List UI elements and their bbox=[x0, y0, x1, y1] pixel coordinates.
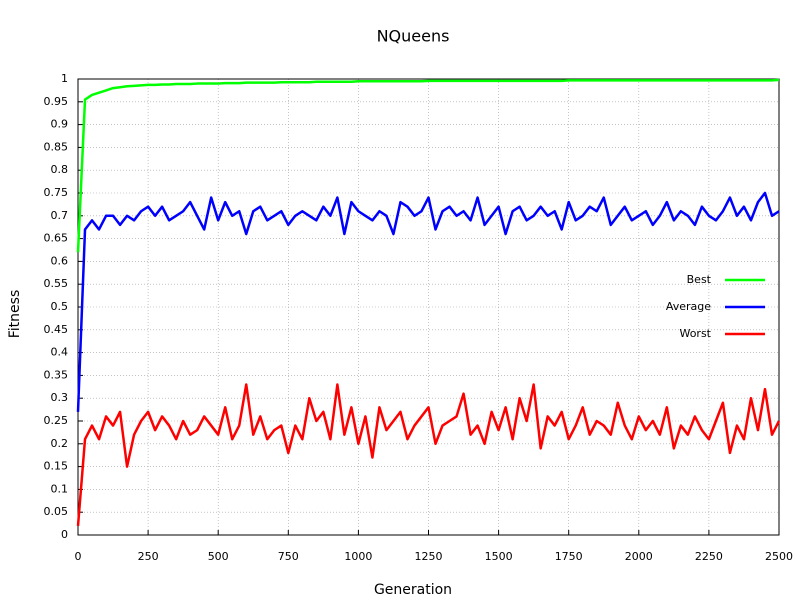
y-tick-label: 0.65 bbox=[44, 232, 69, 245]
y-tick-label: 0.9 bbox=[51, 118, 69, 131]
x-tick-label: 2500 bbox=[765, 550, 793, 563]
x-tick-label: 2250 bbox=[695, 550, 723, 563]
y-tick-label: 0.45 bbox=[44, 323, 69, 336]
legend-label: Best bbox=[687, 273, 712, 286]
y-tick-label: 0.15 bbox=[44, 460, 69, 473]
chart-title: NQueens bbox=[377, 27, 450, 46]
series-line bbox=[76, 383, 781, 526]
y-tick-label: 0.2 bbox=[51, 437, 69, 450]
x-tick-label: 1750 bbox=[555, 550, 583, 563]
x-tick-label: 750 bbox=[278, 550, 299, 563]
series-line bbox=[76, 191, 780, 412]
x-tick-label: 2000 bbox=[625, 550, 653, 563]
y-tick-label: 0.4 bbox=[51, 346, 69, 359]
y-axis-label: Fitness bbox=[7, 290, 23, 339]
x-tick-label: 1000 bbox=[344, 550, 372, 563]
y-tick-label: 0 bbox=[61, 528, 68, 541]
y-tick-label: 0.55 bbox=[44, 277, 69, 290]
y-tick-label: 0.8 bbox=[51, 163, 69, 176]
y-tick-label: 0.6 bbox=[51, 254, 69, 267]
x-tick-label: 1500 bbox=[485, 550, 513, 563]
legend-label: Worst bbox=[679, 327, 711, 340]
y-tick-label: 0.75 bbox=[44, 186, 69, 199]
x-tick-label: 250 bbox=[138, 550, 159, 563]
y-tick-label: 0.3 bbox=[51, 391, 69, 404]
y-tick-label: 0.1 bbox=[51, 482, 69, 495]
y-tick-label: 0.7 bbox=[51, 209, 69, 222]
y-tick-label: 0.5 bbox=[51, 300, 69, 313]
y-tick-label: 0.05 bbox=[44, 505, 69, 518]
y-tick-label: 0.95 bbox=[44, 95, 69, 108]
x-tick-label: 0 bbox=[75, 550, 82, 563]
y-tick-label: 0.25 bbox=[44, 414, 69, 427]
series-line bbox=[76, 78, 780, 253]
y-tick-label: 0.35 bbox=[44, 368, 69, 381]
x-axis-label: Generation bbox=[374, 582, 452, 598]
plot-border bbox=[77, 78, 780, 536]
y-tick-label: 0.85 bbox=[44, 140, 69, 153]
x-tick-label: 500 bbox=[208, 550, 229, 563]
legend-label: Average bbox=[666, 300, 711, 313]
x-tick-label: 1250 bbox=[415, 550, 443, 563]
y-tick-label: 1 bbox=[61, 72, 68, 85]
